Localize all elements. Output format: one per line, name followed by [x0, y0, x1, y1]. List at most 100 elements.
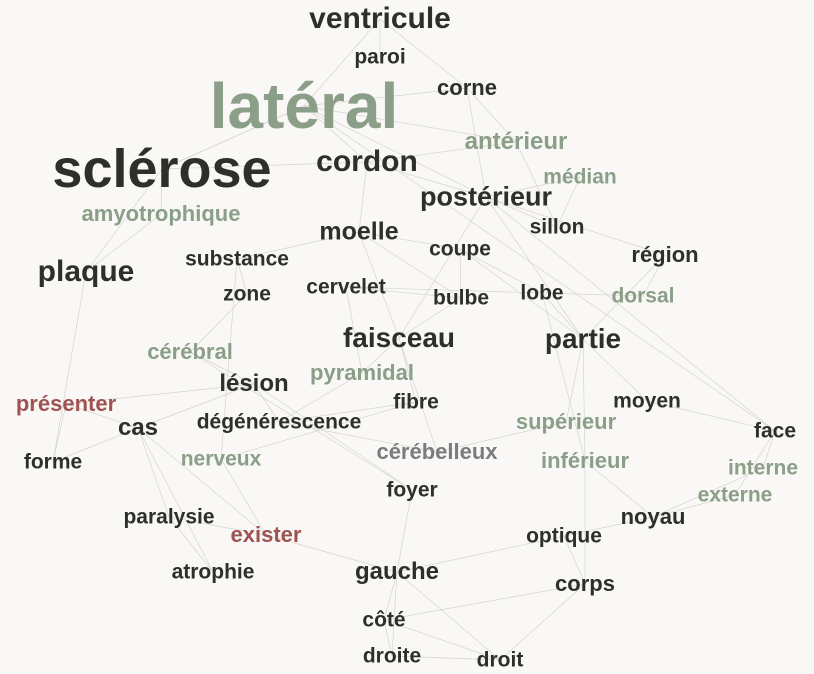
edge-optique-noyau — [563, 516, 654, 537]
edge-zone-substance — [236, 258, 248, 295]
word-corne[interactable]: corne — [437, 75, 497, 100]
edge-cas-atrophie — [137, 427, 214, 573]
word-cervelet[interactable]: cervelet — [306, 275, 386, 299]
word-ventricule[interactable]: ventricule — [309, 2, 451, 35]
edge-foyer-cerebral — [189, 351, 413, 491]
word-degenerescence[interactable]: dégénérescence — [196, 410, 362, 434]
word-paralysie[interactable]: paralysie — [123, 505, 215, 529]
word-anterieur[interactable]: antérieur — [464, 128, 568, 155]
word-droite[interactable]: droite — [362, 644, 422, 668]
edge-moyen-face — [646, 400, 776, 432]
edge-zone-cerebral — [189, 293, 248, 353]
word-optique[interactable]: optique — [526, 524, 602, 548]
edge-region-dorsal — [642, 254, 666, 297]
word-cas[interactable]: cas — [117, 414, 159, 441]
word-interne[interactable]: interne — [727, 456, 799, 480]
edge-partie-moyen — [582, 338, 648, 402]
word-moelle[interactable]: moelle — [319, 217, 399, 246]
word-lobe[interactable]: lobe — [520, 281, 564, 305]
edge-region-partie — [582, 254, 666, 340]
edge-partie-posterieur — [485, 196, 584, 340]
word-forme[interactable]: forme — [23, 450, 83, 474]
word-inferieur[interactable]: inférieur — [540, 448, 630, 473]
edge-fibre-degenerescence — [278, 401, 417, 423]
word-bulbe[interactable]: bulbe — [433, 286, 489, 310]
word-zone[interactable]: zone — [223, 282, 271, 306]
edge-cervelet-lobe — [345, 286, 543, 294]
edge-forme-plaque — [52, 271, 87, 463]
edge-anterieur-corne — [466, 87, 517, 143]
word-plaque[interactable]: plaque — [37, 255, 135, 288]
edge-lateral-posterieur — [303, 105, 487, 198]
edge-coupe-partie — [459, 248, 584, 340]
word-fibre[interactable]: fibre — [393, 390, 439, 414]
word-lesion[interactable]: lésion — [219, 370, 289, 397]
edge-lateral-corne — [303, 87, 468, 107]
word-externe[interactable]: externe — [697, 483, 773, 507]
word-noyau[interactable]: noyau — [620, 504, 686, 529]
word-partie[interactable]: partie — [544, 323, 622, 354]
edge-lobe-dorsal — [541, 292, 644, 297]
word-faisceau[interactable]: faisceau — [342, 322, 456, 353]
edge-cordon-posterieur — [366, 161, 487, 198]
edge-nerveux-exister — [220, 458, 267, 536]
word-sclerose[interactable]: sclérose — [52, 139, 272, 199]
word-superieur[interactable]: supérieur — [515, 409, 617, 434]
edge-degenerescence-cerebelleux — [278, 421, 438, 453]
edge-optique-corps — [563, 535, 586, 585]
word-sillon[interactable]: sillon — [529, 215, 585, 239]
word-region[interactable]: région — [631, 242, 699, 267]
word-cote[interactable]: côté — [362, 608, 406, 632]
word-droit[interactable]: droit — [476, 648, 524, 672]
edge-faisceau-fibre — [398, 337, 417, 403]
edge-inferieur-noyau — [584, 460, 654, 518]
edge-pyramidal-degenerescence — [278, 372, 363, 423]
edge-sclerose-plaque — [85, 168, 163, 273]
edge-posterieur-corne — [466, 87, 487, 198]
edge-gauche-droit — [396, 571, 501, 661]
word-nerveux[interactable]: nerveux — [180, 447, 262, 471]
edge-cote-droit — [383, 619, 501, 661]
word-median[interactable]: médian — [543, 165, 617, 189]
word-corps[interactable]: corps — [555, 571, 615, 596]
edge-externe-noyau — [652, 494, 736, 518]
edge-cerebral-lesion — [189, 351, 255, 385]
word-cordon[interactable]: cordon — [316, 145, 418, 178]
word-posterieur[interactable]: postérieur — [419, 181, 553, 212]
edge-cote-corps — [383, 583, 586, 621]
edge-cervelet-bulbe — [345, 286, 462, 299]
edge-anterieur-sillon — [515, 141, 558, 228]
edge-posterieur-median — [485, 176, 581, 198]
word-moyen[interactable]: moyen — [613, 389, 681, 413]
word-pyramidal[interactable]: pyramidal — [310, 360, 414, 385]
edge-lateral-cordon — [303, 105, 368, 163]
edge-cordon-anterieur — [366, 141, 517, 163]
edge-paralysie-atrophie — [168, 516, 214, 573]
edge-posterieur-faisceau — [398, 196, 487, 339]
word-presenter[interactable]: présenter — [15, 391, 117, 416]
word-lateral[interactable]: latéral — [209, 70, 399, 142]
edge-median-sillon — [556, 176, 581, 228]
word-dorsal[interactable]: dorsal — [611, 284, 675, 308]
word-atrophie[interactable]: atrophie — [171, 560, 255, 584]
word-paroi[interactable]: paroi — [354, 45, 406, 69]
edge-presenter-forme — [52, 403, 67, 463]
word-exister[interactable]: exister — [230, 522, 302, 547]
word-coupe[interactable]: coupe — [429, 237, 491, 261]
word-substance[interactable]: substance — [185, 247, 289, 271]
edge-partie-superieur — [565, 338, 584, 423]
edge-sclerose-amyotrophique — [160, 168, 163, 215]
edge-superieur-cerebelleux — [436, 421, 567, 453]
word-cerebelleux[interactable]: cérébelleux — [376, 439, 498, 464]
word-amyotrophique[interactable]: amyotrophique — [81, 201, 241, 226]
word-face[interactable]: face — [753, 419, 797, 443]
word-cerebral[interactable]: cérébral — [147, 339, 233, 364]
word-foyer[interactable]: foyer — [386, 478, 438, 502]
edge-cas-exister — [137, 427, 267, 536]
edge-gauche-cote — [383, 571, 398, 621]
word-gauche[interactable]: gauche — [354, 558, 440, 585]
edge-lesion-presenter — [65, 383, 255, 405]
edge-faisceau-cerebelleux — [398, 337, 438, 453]
edge-cote-droite — [383, 619, 393, 657]
